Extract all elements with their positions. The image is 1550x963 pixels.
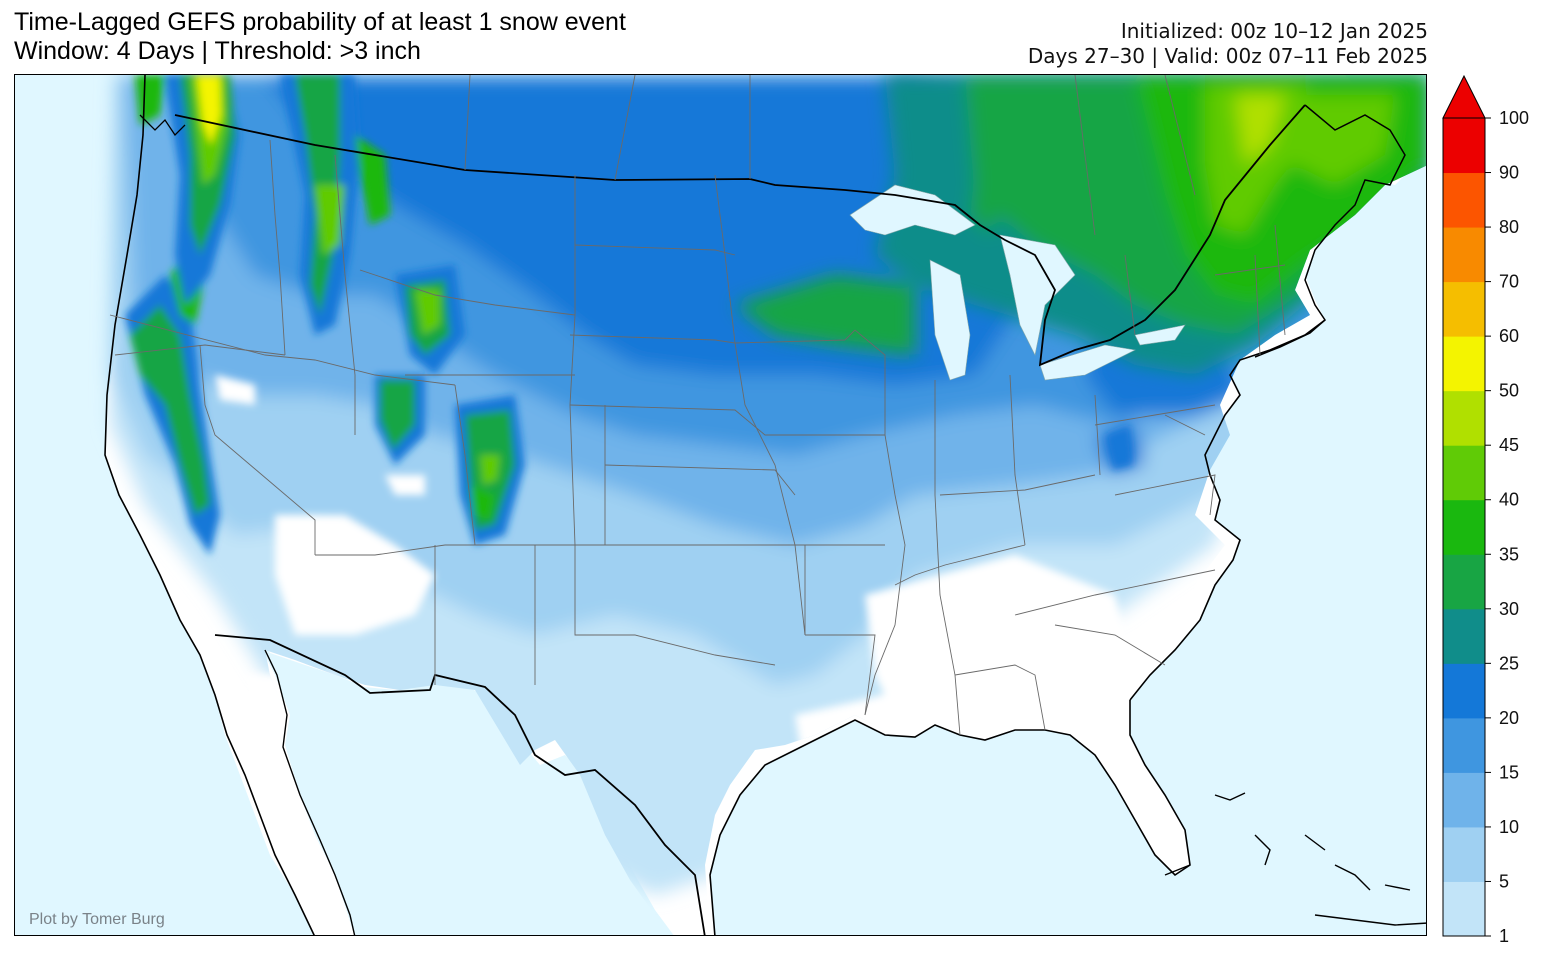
colorbar-tick-label: 20 (1499, 708, 1519, 728)
gulf-coastline (709, 700, 1191, 935)
state-lines (109, 75, 1286, 736)
colorbar-swatch (1443, 663, 1485, 719)
east-coastline (1129, 319, 1326, 701)
colorbar-tick-label: 80 (1499, 217, 1519, 237)
colorbar-tick-label: 15 (1499, 762, 1519, 782)
title-line-1: Time-Lagged GEFS probability of at least… (14, 8, 626, 36)
colorbar-tick-label: 90 (1499, 163, 1519, 183)
title-line-2: Window: 4 Days | Threshold: >3 inch (14, 37, 421, 65)
colorbar-swatches (1442, 74, 1486, 937)
great-lakes (849, 184, 1186, 381)
pacific-northwest-coast (139, 114, 186, 137)
probability-map (15, 75, 1426, 935)
map-panel: Plot by Tomer Burg (14, 74, 1427, 936)
colorbar-swatch (1443, 118, 1485, 174)
colorbar-swatch (1443, 554, 1485, 610)
baja-coastline (264, 649, 356, 935)
colorbar-swatch (1443, 826, 1485, 882)
international-border (174, 104, 1306, 367)
colorbar-swatch (1443, 281, 1485, 337)
initialized-label: Initialized: 00z 10–12 Jan 2025 (1120, 19, 1428, 43)
colorbar-swatch (1443, 445, 1485, 501)
colorbar-tick-label: 5 (1499, 871, 1509, 891)
colorbar-extend-arrow (1442, 74, 1486, 119)
colorbar-swatch (1443, 499, 1485, 555)
colorbar-swatch (1443, 227, 1485, 283)
colorbar-tick-label: 10 (1499, 817, 1519, 837)
run-info: Initialized: 00z 10–12 Jan 2025 Days 27–… (1028, 19, 1428, 69)
colorbar-tick-label: 40 (1499, 490, 1519, 510)
west-coastline (104, 75, 315, 935)
colorbar-tick-label: 35 (1499, 544, 1519, 564)
colorbar-tick-label: 50 (1499, 381, 1519, 401)
colorbar-swatch (1443, 336, 1485, 392)
plot-credit: Plot by Tomer Burg (29, 911, 165, 928)
colorbar-tick-label: 30 (1499, 599, 1519, 619)
colorbar-tick-label: 70 (1499, 272, 1519, 292)
valid-label: Days 27–30 | Valid: 00z 07–11 Feb 2025 (1027, 44, 1428, 68)
colorbar-tick-label: 1 (1499, 926, 1509, 944)
colorbar-swatch (1443, 608, 1485, 664)
colorbar-swatch (1443, 881, 1485, 937)
colorbar-tick-label: 25 (1499, 653, 1519, 673)
colorbar-swatch (1443, 772, 1485, 828)
caribbean-islands (1164, 792, 1426, 926)
colorbar-tick-label: 60 (1499, 326, 1519, 346)
map-title: Time-Lagged GEFS probability of at least… (14, 8, 626, 66)
colorbar-tick-label: 100 (1499, 108, 1529, 128)
colorbar-swatch (1443, 390, 1485, 446)
colorbar-tick-label: 45 (1499, 435, 1519, 455)
mexico-border (214, 634, 706, 935)
colorbar-border (1442, 117, 1486, 937)
colorbar-swatch (1443, 172, 1485, 228)
colorbar-swatch (1443, 717, 1485, 773)
